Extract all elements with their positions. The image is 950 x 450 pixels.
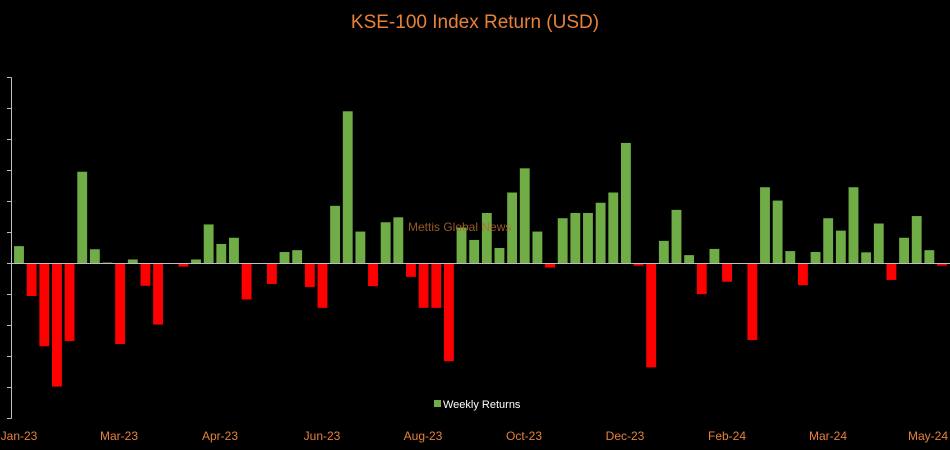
- bar: [39, 263, 50, 347]
- x-tick-label: Jun-23: [304, 429, 341, 443]
- bar: [292, 250, 303, 264]
- bar: [633, 263, 644, 266]
- bar: [14, 246, 24, 264]
- y-axis: [7, 77, 12, 419]
- bar: [658, 240, 669, 264]
- bar: [304, 263, 315, 288]
- x-tick-label: Oct-23: [506, 429, 542, 443]
- bar: [785, 251, 796, 264]
- legend: Weekly Returns: [434, 399, 521, 411]
- x-tick-label: Jan-23: [1, 429, 38, 443]
- bar: [532, 231, 543, 264]
- bar: [153, 263, 164, 325]
- bar: [747, 263, 758, 341]
- bar: [406, 263, 416, 277]
- bar: [443, 263, 454, 362]
- bar: [216, 243, 227, 264]
- bar: [835, 230, 846, 264]
- legend-label: Weekly Returns: [443, 399, 521, 411]
- bar: [557, 218, 568, 264]
- x-axis-tick-labels: Jan-23 Mar-23 Apr-23 Jun-23 Aug-23 Oct-23 Dec-…: [1, 429, 949, 443]
- bar: [545, 263, 555, 268]
- bar: [456, 227, 467, 264]
- bar: [848, 187, 859, 264]
- bar: [608, 192, 619, 264]
- x-tick-label: Mar-24: [809, 429, 847, 443]
- bar: [418, 263, 429, 308]
- chart-title: KSE-100 Index Return (USD): [351, 12, 599, 33]
- bar: [431, 263, 442, 308]
- bar: [823, 218, 834, 264]
- bar: [494, 248, 505, 264]
- bar: [646, 263, 657, 368]
- bar: [684, 255, 695, 264]
- bar: [924, 250, 935, 264]
- bar: [393, 217, 404, 264]
- bar: [709, 248, 720, 264]
- bar: [89, 249, 100, 264]
- x-tick-label: May-24: [908, 429, 948, 443]
- bar: [911, 216, 922, 264]
- bar: [797, 263, 808, 286]
- bar: [481, 212, 492, 264]
- bar: [380, 222, 391, 264]
- bar: [64, 263, 75, 341]
- bar: [722, 263, 732, 282]
- bar: [570, 212, 581, 264]
- watermark: Mettis Global News: [408, 220, 511, 234]
- bar: [127, 259, 138, 264]
- bar: [937, 263, 947, 266]
- x-tick-label: Mar-23: [100, 429, 138, 443]
- bars-group: [14, 111, 947, 387]
- bar: [696, 263, 707, 295]
- bar: [368, 263, 378, 287]
- bar: [229, 237, 239, 264]
- bar: [861, 252, 872, 264]
- x-tick-label: Apr-23: [202, 429, 238, 443]
- bar: [279, 252, 290, 264]
- bar: [178, 263, 189, 267]
- bar: [203, 224, 214, 264]
- bar: [330, 205, 341, 264]
- x-tick-label: Dec-23: [606, 429, 645, 443]
- bar: [772, 200, 783, 264]
- x-tick-label: Feb-24: [708, 429, 746, 443]
- x-tick-label: Aug-23: [404, 429, 443, 443]
- bar: [595, 202, 606, 264]
- bar: [191, 259, 201, 264]
- bar: [52, 263, 62, 387]
- bar: [342, 111, 353, 264]
- bar: [519, 168, 530, 264]
- bar: [317, 263, 328, 308]
- bar: [760, 187, 770, 264]
- bar: [671, 209, 682, 264]
- bar: [241, 263, 252, 300]
- bar: [873, 223, 884, 264]
- bar: [583, 212, 593, 264]
- legend-swatch: [434, 400, 441, 407]
- bar: [507, 192, 518, 264]
- bar: [115, 263, 126, 345]
- bar: [810, 252, 821, 264]
- bar: [266, 263, 277, 284]
- bar: [899, 237, 909, 264]
- bar: [886, 263, 897, 280]
- bar: [140, 263, 151, 286]
- bar: [620, 142, 631, 264]
- bar: [26, 263, 37, 297]
- bar: [355, 231, 366, 264]
- bar: [469, 239, 480, 264]
- bar: [77, 171, 88, 264]
